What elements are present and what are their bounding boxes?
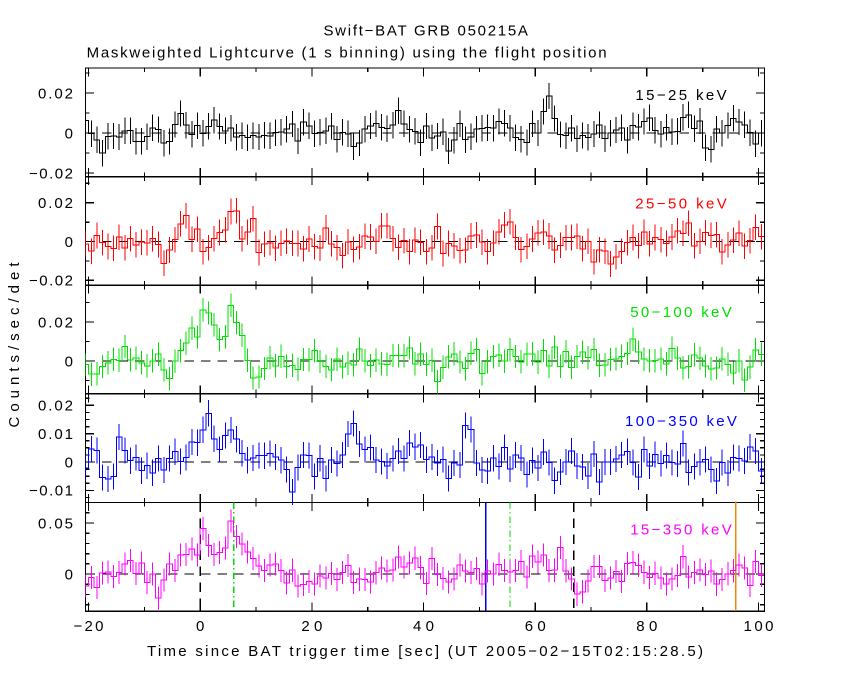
svg-text:0: 0 xyxy=(65,353,73,370)
svg-text:−0.02: −0.02 xyxy=(29,165,73,182)
svg-text:0: 0 xyxy=(65,454,73,471)
svg-text:Time since BAT trigger time [s: Time since BAT trigger time [sec] (UT 20… xyxy=(147,643,703,660)
svg-text:0.02: 0.02 xyxy=(38,195,73,212)
svg-text:100: 100 xyxy=(744,618,774,635)
svg-text:15−25 keV: 15−25 keV xyxy=(635,87,726,104)
svg-text:15−350 keV: 15−350 keV xyxy=(630,521,732,538)
svg-text:0.02: 0.02 xyxy=(38,85,73,102)
svg-text:0: 0 xyxy=(65,566,73,583)
svg-text:0.05: 0.05 xyxy=(38,515,73,532)
svg-text:0: 0 xyxy=(196,618,204,635)
svg-text:100−350 keV: 100−350 keV xyxy=(625,413,737,430)
svg-text:0: 0 xyxy=(65,125,73,142)
svg-text:25−50 keV: 25−50 keV xyxy=(635,196,727,213)
svg-text:0.02: 0.02 xyxy=(38,314,73,331)
svg-text:50−100 keV: 50−100 keV xyxy=(630,304,732,321)
svg-text:0.02: 0.02 xyxy=(38,398,73,415)
svg-text:Maskweighted Lightcurve (1 s b: Maskweighted Lightcurve (1 s binning) us… xyxy=(87,45,607,62)
svg-text:−0.02: −0.02 xyxy=(29,273,73,290)
svg-text:0.01: 0.01 xyxy=(38,426,73,443)
svg-text:−0.01: −0.01 xyxy=(29,483,73,500)
svg-text:−20: −20 xyxy=(74,618,104,635)
svg-text:0: 0 xyxy=(65,234,73,251)
